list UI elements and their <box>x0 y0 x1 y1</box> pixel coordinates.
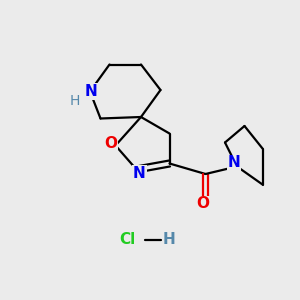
Text: Cl: Cl <box>119 232 136 247</box>
Text: N: N <box>133 166 146 181</box>
Text: N: N <box>228 155 240 170</box>
Text: H: H <box>162 232 175 247</box>
Text: O: O <box>196 196 209 211</box>
Text: O: O <box>104 136 118 151</box>
Text: N: N <box>85 84 98 99</box>
Text: H: H <box>70 94 80 108</box>
